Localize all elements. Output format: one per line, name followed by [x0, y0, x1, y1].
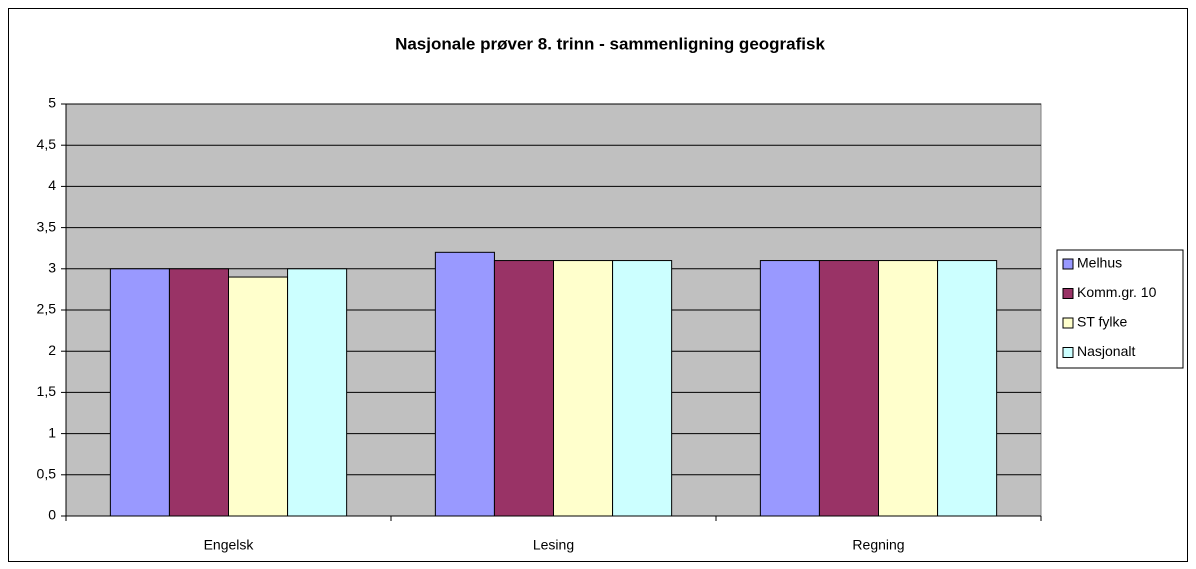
y-tick-label: 0: [48, 507, 56, 523]
x-tick-label: Engelsk: [204, 537, 255, 553]
legend-swatch: [1062, 288, 1074, 299]
bar: [818, 260, 880, 517]
bar: [168, 268, 229, 517]
y-tick-label: 4: [48, 177, 56, 193]
bar: [878, 260, 939, 517]
bar: [553, 260, 614, 517]
y-tick-label: 2: [48, 342, 56, 358]
legend-swatch: [1062, 317, 1074, 329]
y-tick-label: 3: [48, 260, 56, 276]
y-tick-label: 3,5: [37, 218, 57, 234]
y-tick-label: 5: [48, 95, 56, 111]
y-tick-label: 1: [48, 424, 56, 440]
legend-swatch: [1062, 258, 1074, 270]
bar: [612, 260, 673, 517]
bar: [937, 260, 998, 517]
x-tick-label: Regning: [852, 537, 904, 553]
y-tick-label: 4,5: [37, 136, 57, 152]
y-tick-label: 2,5: [37, 301, 57, 317]
legend-swatch: [1062, 347, 1074, 358]
y-tick-label: 0,5: [37, 466, 57, 482]
bar: [109, 268, 170, 517]
legend-label: Nasjonalt: [1077, 343, 1135, 359]
legend-label: Melhus: [1077, 255, 1122, 271]
x-tick-label: Lesing: [533, 537, 574, 553]
bar: [493, 260, 554, 517]
bar: [228, 276, 289, 517]
legend-label: ST fylke: [1077, 314, 1128, 330]
chart-title: Nasjonale prøver 8. trinn - sammenlignin…: [395, 34, 825, 53]
legend-box: [1056, 249, 1184, 369]
legend-label: Komm.gr. 10: [1077, 284, 1157, 300]
bar: [287, 268, 348, 517]
bar: [759, 260, 820, 517]
y-tick-label: 1,5: [37, 383, 57, 399]
bar: [434, 251, 495, 517]
